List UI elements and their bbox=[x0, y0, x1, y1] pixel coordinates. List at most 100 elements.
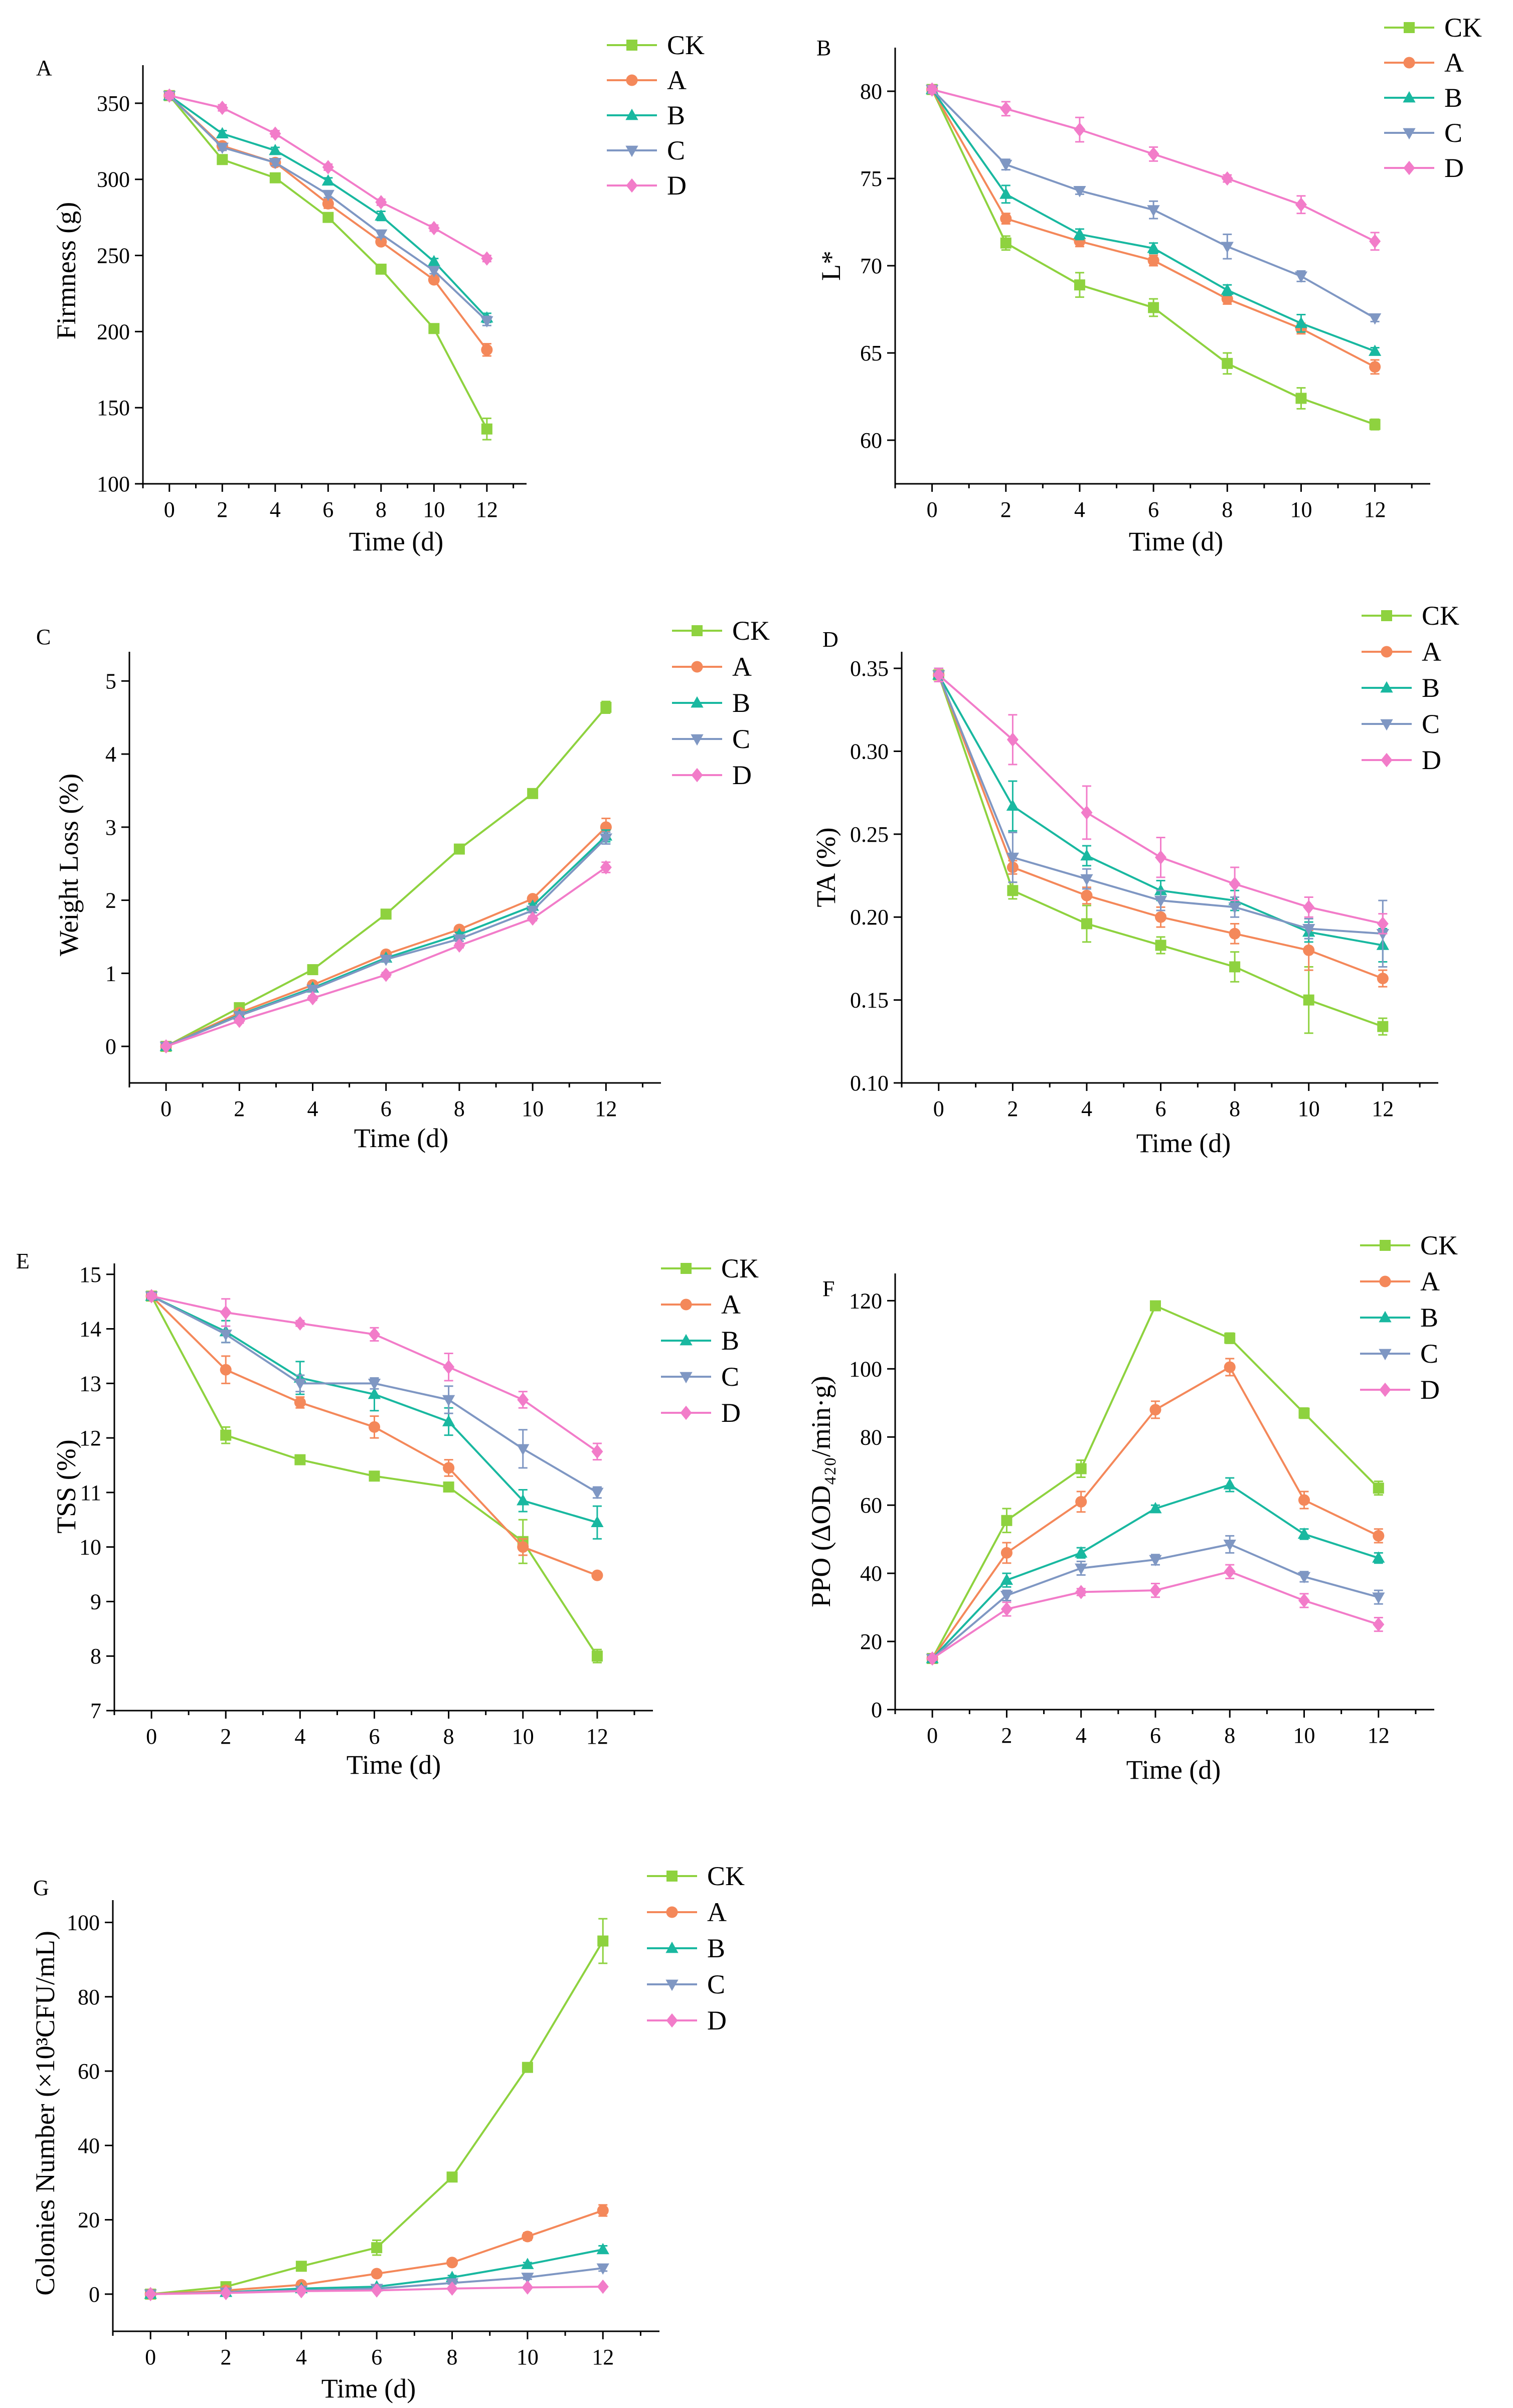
panel-letter: G bbox=[33, 1876, 49, 1900]
data-point bbox=[1294, 316, 1308, 328]
data-point bbox=[1000, 1547, 1013, 1559]
data-point bbox=[1154, 884, 1167, 895]
legend-item-ck: CK bbox=[607, 30, 705, 60]
data-point bbox=[216, 127, 229, 138]
x-tick-label: 10 bbox=[512, 1724, 534, 1749]
data-point bbox=[999, 159, 1013, 171]
data-point bbox=[371, 2242, 383, 2254]
data-point bbox=[294, 1396, 306, 1408]
panel-letter: A bbox=[36, 56, 52, 80]
x-tick-label: 2 bbox=[217, 497, 228, 522]
x-axis-title: Time (d) bbox=[347, 1750, 441, 1780]
x-tick-label: 0 bbox=[146, 1724, 157, 1749]
legend-label: CK bbox=[1420, 1230, 1458, 1260]
data-point bbox=[216, 100, 228, 115]
data-point bbox=[269, 172, 281, 183]
data-point bbox=[481, 344, 493, 356]
x-tick-label: 8 bbox=[447, 2345, 458, 2369]
legend-label: D bbox=[667, 170, 687, 201]
legend-marker bbox=[1379, 1275, 1391, 1287]
legend-marker bbox=[626, 178, 638, 193]
data-point bbox=[427, 255, 440, 267]
data-point bbox=[1377, 1021, 1389, 1032]
y-tick-label: 80 bbox=[860, 79, 882, 104]
legend-label: B bbox=[1444, 83, 1462, 113]
data-point bbox=[1075, 1563, 1088, 1575]
legend-marker bbox=[691, 661, 703, 673]
legend-label: B bbox=[707, 1933, 725, 1963]
data-point bbox=[1000, 213, 1012, 225]
y-tick-label: 7 bbox=[90, 1699, 101, 1723]
legend-label: A bbox=[1422, 637, 1441, 667]
data-point bbox=[522, 2062, 533, 2073]
data-point bbox=[1372, 1551, 1385, 1563]
y-tick-label: 2 bbox=[105, 888, 116, 913]
chart-panel-e: E 0 2 4 6 8 10 12 7 8 9 10 11 12 13 14 15 Time (d) TSS (%)… bbox=[16, 1249, 759, 1780]
legend-item-d: D bbox=[672, 760, 752, 790]
legend-marker bbox=[1404, 22, 1415, 33]
y-tick-label: 75 bbox=[860, 166, 882, 191]
x-tick-label: 4 bbox=[307, 1096, 318, 1121]
data-point bbox=[369, 1470, 380, 1482]
data-point bbox=[321, 174, 334, 186]
data-point bbox=[368, 1387, 381, 1399]
legend-label: C bbox=[667, 135, 685, 165]
y-axis-title: Colonies Number (×10³CFU/mL) bbox=[30, 1931, 60, 2296]
legend-label: D bbox=[1422, 745, 1441, 775]
chart-panel-d: D 0 2 4 6 8 10 12 0.10 0.15 0.20 0.25 0.30 0.35 Time (… bbox=[811, 601, 1459, 1158]
data-point bbox=[1007, 885, 1019, 896]
data-point bbox=[1302, 924, 1315, 936]
data-point bbox=[371, 2283, 383, 2298]
data-point bbox=[443, 1360, 455, 1374]
legend-marker bbox=[1379, 1311, 1392, 1323]
legend-label: B bbox=[667, 100, 685, 130]
y-tick-label: 13 bbox=[79, 1371, 101, 1396]
data-point bbox=[591, 1516, 604, 1528]
data-point bbox=[442, 1395, 455, 1407]
x-tick-label: 8 bbox=[1229, 1096, 1240, 1121]
legend-item-d: D bbox=[647, 2005, 727, 2035]
data-point bbox=[599, 833, 612, 845]
data-point bbox=[443, 1462, 455, 1474]
x-tick-label: 8 bbox=[376, 497, 387, 522]
y-tick-label: 0 bbox=[89, 2282, 100, 2307]
data-point bbox=[1229, 961, 1241, 973]
data-point bbox=[1154, 895, 1167, 907]
x-tick-label: 8 bbox=[443, 1724, 454, 1749]
legend-marker bbox=[666, 1871, 678, 1882]
y-tick-label: 80 bbox=[860, 1425, 882, 1449]
data-point bbox=[380, 955, 393, 966]
data-point bbox=[368, 1421, 381, 1433]
data-point bbox=[591, 1444, 603, 1459]
data-point bbox=[375, 209, 388, 221]
y-axis-title: TSS (%) bbox=[51, 1439, 81, 1534]
x-tick-label: 0 bbox=[927, 1723, 938, 1748]
data-point bbox=[1000, 1602, 1013, 1616]
series-c bbox=[925, 85, 1382, 325]
x-tick-label: 4 bbox=[296, 2345, 307, 2369]
y-tick-label: 200 bbox=[97, 319, 130, 344]
y-tick-label: 300 bbox=[97, 167, 130, 192]
data-point bbox=[1149, 1555, 1162, 1567]
data-point bbox=[428, 323, 440, 334]
data-point bbox=[522, 2280, 534, 2295]
data-point bbox=[217, 154, 228, 165]
x-tick-label: 4 bbox=[1074, 497, 1085, 522]
data-point bbox=[160, 1039, 172, 1054]
data-point bbox=[1297, 1572, 1311, 1584]
x-tick-label: 10 bbox=[423, 497, 445, 522]
y-tick-label: 100 bbox=[849, 1357, 882, 1381]
data-point bbox=[220, 1364, 232, 1376]
data-point bbox=[1080, 874, 1093, 886]
data-point bbox=[269, 126, 281, 141]
data-point bbox=[322, 160, 334, 174]
legend-label: B bbox=[721, 1326, 739, 1356]
series-d bbox=[145, 1288, 603, 1461]
y-tick-label: 80 bbox=[78, 1985, 100, 2009]
x-axis-title: Time (d) bbox=[321, 2373, 416, 2403]
y-tick-label: 0 bbox=[105, 1034, 116, 1059]
y-axis-title: TA (%) bbox=[811, 827, 841, 907]
data-point bbox=[453, 843, 465, 855]
data-point bbox=[1155, 911, 1167, 923]
legend-label: C bbox=[707, 1969, 725, 1999]
